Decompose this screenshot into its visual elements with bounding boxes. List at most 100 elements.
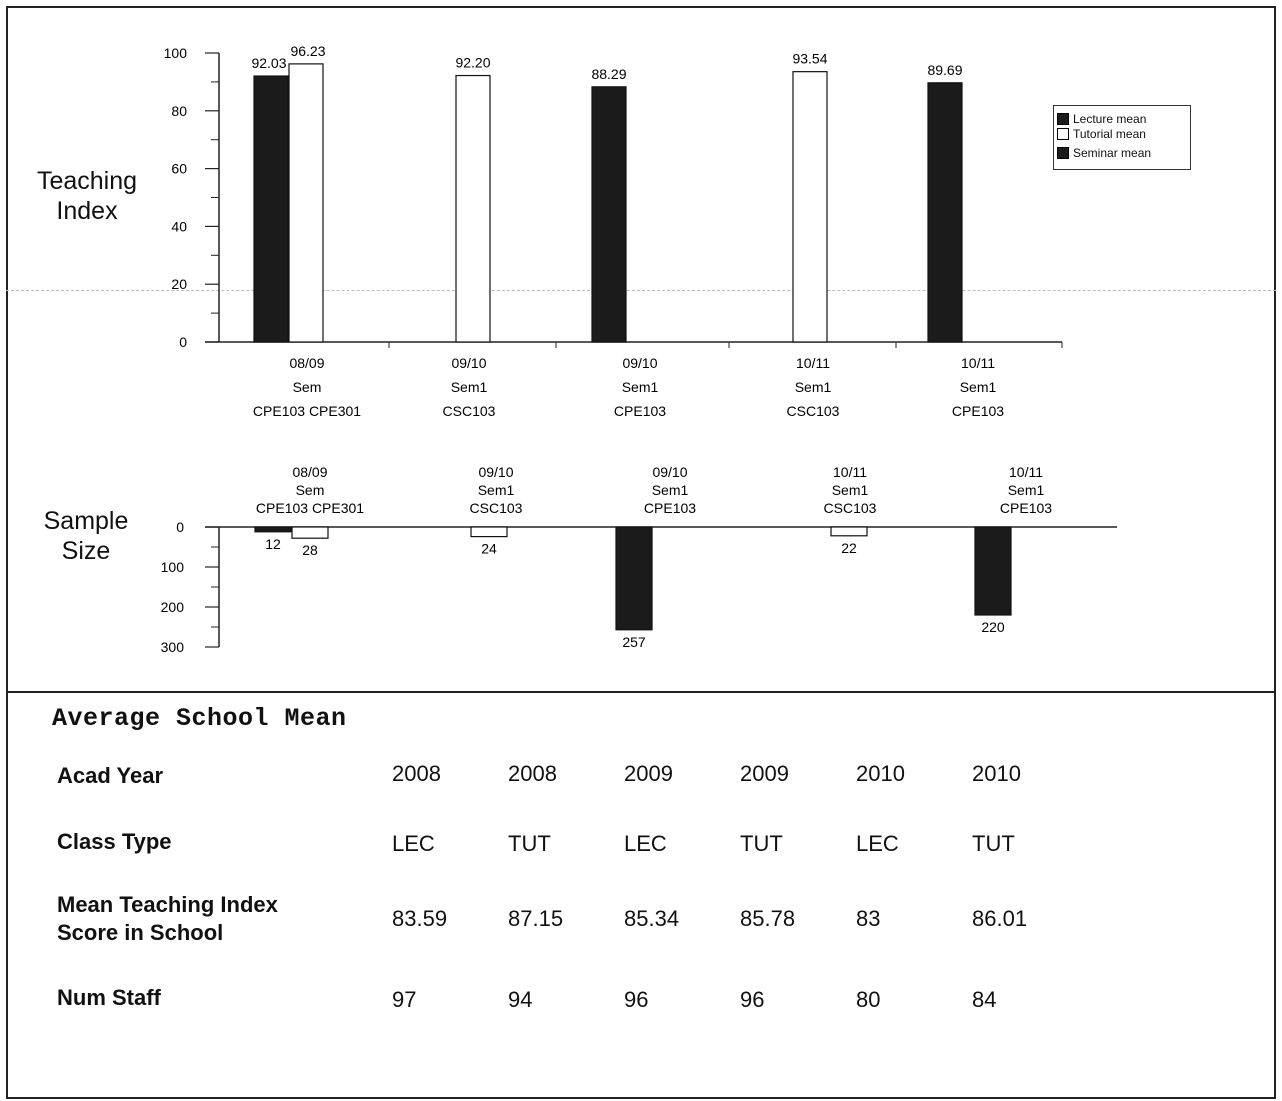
table-cell-3-5: 84	[972, 987, 997, 1012]
top-category-label-1-2: CSC103	[443, 403, 496, 419]
table-cell-0-4: 2010	[856, 761, 905, 786]
top-category-label-1-0: 09/10	[451, 355, 486, 371]
table-cell-2-1: 87.15	[508, 906, 564, 931]
table-cell-1-4: LEC	[856, 831, 899, 856]
table-cell-0-2: 2009	[624, 761, 673, 786]
bottom-category-label-0-0: 08/09	[292, 464, 327, 480]
top-category-label-4-1: Sem1	[960, 379, 997, 395]
bottom-ytick-label-1: 100	[161, 559, 185, 575]
top-bar-label-lecture-mean-0: 92.03	[251, 55, 286, 71]
sample-size-ylabel-line-1: Sample	[43, 507, 129, 535]
table-cell-1-2: LEC	[624, 831, 667, 856]
bottom-ytick-label-0: 0	[176, 519, 184, 535]
teaching-index-ylabel: Teaching Index	[28, 166, 146, 226]
bottom-category-label-2-0: 09/10	[652, 464, 687, 480]
table-cell-2-5: 86.01	[972, 906, 1028, 931]
top-ytick-label-5: 100	[164, 45, 188, 61]
table-cell-2-3: 85.78	[740, 906, 796, 931]
top-ytick-label-4: 80	[171, 103, 187, 119]
bottom-category-label-3-1: Sem1	[832, 482, 869, 498]
top-ytick-label-3: 60	[171, 161, 187, 177]
bottom-bar-tutorial-3	[830, 526, 868, 537]
legend-item-tutorial: Tutorial mean	[1057, 124, 1190, 144]
top-bar-lecture-mean-0	[253, 75, 289, 343]
table-cell-3-3: 96	[740, 987, 765, 1012]
top-category-label-3-1: Sem1	[795, 379, 832, 395]
table-cell-1-3: TUT	[740, 831, 783, 856]
top-category-label-3-2: CSC103	[787, 403, 840, 419]
page-frame	[6, 6, 1276, 1099]
top-category-label-0-0: 08/09	[289, 355, 324, 371]
table-cell-1-1: TUT	[508, 831, 551, 856]
section-divider	[6, 691, 1276, 693]
top-bar-lecture-mean-4	[927, 82, 963, 343]
top-category-label-4-2: CPE103	[952, 403, 1004, 419]
top-ytick-label-1: 20	[171, 276, 187, 292]
table-cell-0-3: 2009	[740, 761, 789, 786]
table-cell-0-5: 2010	[972, 761, 1021, 786]
chart-legend: Lecture mean Tutorial mean Seminar mean	[1053, 105, 1191, 170]
top-bar-label-lecture-mean-2: 88.29	[591, 66, 626, 82]
top-bar-label-lecture-mean-4: 89.69	[927, 62, 962, 78]
bottom-category-label-0-2: CPE103 CPE301	[256, 500, 364, 516]
table-row-label-1: Class Type	[57, 829, 172, 854]
top-bar-label-tutorial-mean-1: 92.20	[455, 55, 490, 71]
legend-label-lecture: Lecture mean	[1073, 112, 1147, 126]
bottom-ytick-label-3: 300	[161, 639, 185, 655]
top-category-label-3-0: 10/11	[796, 355, 830, 371]
legend-swatch-lecture	[1057, 113, 1069, 125]
table-cell-3-2: 96	[624, 987, 649, 1012]
bottom-bar-tutorial-1	[470, 526, 508, 538]
bottom-category-label-3-0: 10/11	[833, 464, 867, 480]
bottom-bar-lecture-0	[254, 526, 292, 533]
bottom-bar-label-lecture-2: 257	[622, 634, 646, 650]
top-category-label-2-0: 09/10	[622, 355, 657, 371]
bottom-category-label-1-1: Sem1	[478, 482, 515, 498]
top-bar-tutorial-mean-3	[792, 71, 828, 343]
top-bar-tutorial-mean-0	[288, 63, 324, 343]
legend-label-tutorial: Tutorial mean	[1073, 127, 1146, 141]
top-category-label-4-0: 10/11	[961, 355, 995, 371]
table-row-label-0: Acad Year	[57, 763, 164, 788]
top-category-label-1-1: Sem1	[451, 379, 488, 395]
table-cell-3-0: 97	[392, 987, 417, 1012]
top-category-label-0-2: CPE103 CPE301	[253, 403, 361, 419]
table-cell-0-1: 2008	[508, 761, 557, 786]
bottom-ytick-label-2: 200	[161, 599, 185, 615]
teaching-index-ylabel-line-1: Teaching	[36, 167, 138, 195]
sample-size-ylabel: Sample Size	[36, 506, 136, 566]
top-category-label-0-1: Sem	[293, 379, 322, 395]
bottom-category-label-2-1: Sem1	[652, 482, 689, 498]
top-bar-lecture-mean-2	[591, 86, 627, 343]
bottom-bar-label-lecture-4: 220	[981, 619, 1005, 635]
bottom-bar-label-lecture-0: 12	[265, 536, 281, 552]
top-bar-label-tutorial-mean-0: 96.23	[290, 43, 325, 59]
top-category-label-2-1: Sem1	[622, 379, 659, 395]
top-ytick-label-2: 40	[171, 218, 187, 234]
bottom-bar-label-tutorial-3: 22	[841, 540, 857, 556]
legend-swatch-tutorial	[1057, 128, 1069, 140]
table-cell-1-5: TUT	[972, 831, 1015, 856]
bottom-category-label-3-2: CSC103	[824, 500, 877, 516]
table-cell-2-4: 83	[856, 906, 881, 931]
legend-item-seminar: Seminar mean	[1057, 143, 1190, 163]
table-cell-3-4: 80	[856, 987, 881, 1012]
bottom-bar-label-tutorial-1: 24	[481, 541, 497, 557]
table-cell-0-0: 2008	[392, 761, 441, 786]
bottom-category-label-1-0: 09/10	[478, 464, 513, 480]
top-category-label-2-2: CPE103	[614, 403, 666, 419]
bottom-category-label-0-1: Sem	[296, 482, 325, 498]
legend-label-seminar: Seminar mean	[1073, 146, 1152, 160]
table-cell-1-0: LEC	[392, 831, 435, 856]
table-title: Average School Mean	[52, 704, 347, 733]
bottom-bar-lecture-4	[974, 526, 1012, 616]
teaching-index-ylabel-line-2: Index	[56, 197, 118, 225]
bottom-bar-tutorial-0	[291, 526, 329, 539]
table-cell-2-2: 85.34	[624, 906, 680, 931]
scan-artifact-line	[6, 290, 1276, 291]
table-cell-3-1: 94	[508, 987, 533, 1012]
legend-swatch-seminar	[1057, 147, 1069, 159]
top-ytick-label-0: 0	[179, 334, 187, 350]
top-bar-tutorial-mean-1	[455, 74, 491, 343]
bottom-category-label-4-2: CPE103	[1000, 500, 1052, 516]
